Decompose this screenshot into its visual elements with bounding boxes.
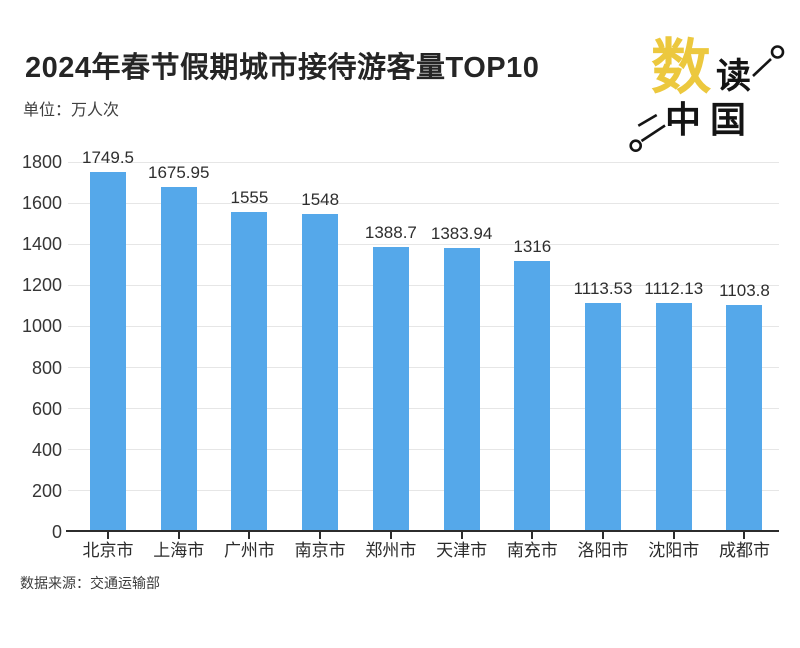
bar [90,172,126,532]
bar-value-label: 1103.8 [719,281,770,301]
x-axis-label: 北京市 [82,541,134,560]
bar-value-label: 1675.95 [147,163,210,183]
y-axis-label: 800 [31,357,62,378]
bar [443,247,480,532]
x-axis-tick [389,532,392,539]
x-axis-tick [177,532,180,539]
pin-icon-bottom-left [629,113,666,152]
bar-value-label: 1113.53 [573,279,633,299]
logo-char-shu: 数 [651,35,711,101]
y-axis-label: 0 [51,522,62,542]
bar-value-label: 1112.13 [644,279,704,299]
x-axis-label: 天津市 [436,541,488,560]
bar-value-label: 1388.7 [364,222,417,242]
logo-char-du: 读 [716,57,752,96]
x-axis-label: 南京市 [294,541,346,560]
x-axis-label: 郑州市 [365,541,417,560]
gridline [68,202,779,204]
bar-value-label: 1316 [513,237,552,257]
data-source: 数据来源：交通运输部 [20,575,160,591]
x-axis-label: 广州市 [223,541,275,560]
y-axis-label: 1400 [21,234,62,255]
x-axis-tick [319,532,322,539]
chart-title: 2024年春节假期城市接待游客量TOP10 [25,52,540,84]
y-axis-label: 200 [31,480,62,501]
gridline [68,243,779,245]
gridline [68,490,779,492]
y-axis-label: 600 [31,398,62,419]
x-axis-label: 南充市 [506,541,558,560]
x-axis-tick [248,532,251,539]
bar [726,305,763,532]
x-axis-tick [672,532,675,539]
x-axis-label: 上海市 [153,541,205,560]
x-axis-label: 沈阳市 [648,541,700,560]
y-axis-label: 1800 [21,152,62,172]
pin-icon-top-right [752,45,785,77]
bar [160,187,197,532]
bar [231,212,268,532]
y-axis-label: 1200 [21,275,62,296]
bar [585,303,622,532]
bar [655,303,692,532]
gridline [68,284,779,286]
gridline [68,325,779,327]
pin-needle-icon [629,45,785,152]
bar [514,261,551,532]
y-axis-label: 1000 [21,316,62,337]
bar-value-label: 1555 [230,188,269,208]
x-axis-line [66,530,779,532]
x-axis-label: 洛阳市 [577,541,629,560]
y-axis-label: 400 [31,439,62,460]
unit-label: 单位：万人次 [23,102,120,119]
gridline [68,367,779,369]
x-axis-tick [743,532,746,539]
x-axis-label: 成都市 [718,541,770,560]
gridline [68,449,779,451]
gridline [68,408,779,410]
x-axis-tick [107,532,109,539]
x-axis-tick [460,532,463,539]
logo-text-zhongguo: 中国 [665,100,756,140]
bar-value-label: 1548 [301,189,340,209]
gridline [68,161,779,163]
bar-value-label: 1383.94 [430,223,493,243]
shudu-zhongguo-logo: 数 读 中国 [600,20,800,170]
bar [372,246,409,532]
x-axis-tick [602,532,605,539]
y-axis-label: 1600 [21,193,62,214]
bar [302,213,339,532]
x-axis-tick [531,532,534,539]
bar-value-label: 1749.5 [82,148,134,168]
